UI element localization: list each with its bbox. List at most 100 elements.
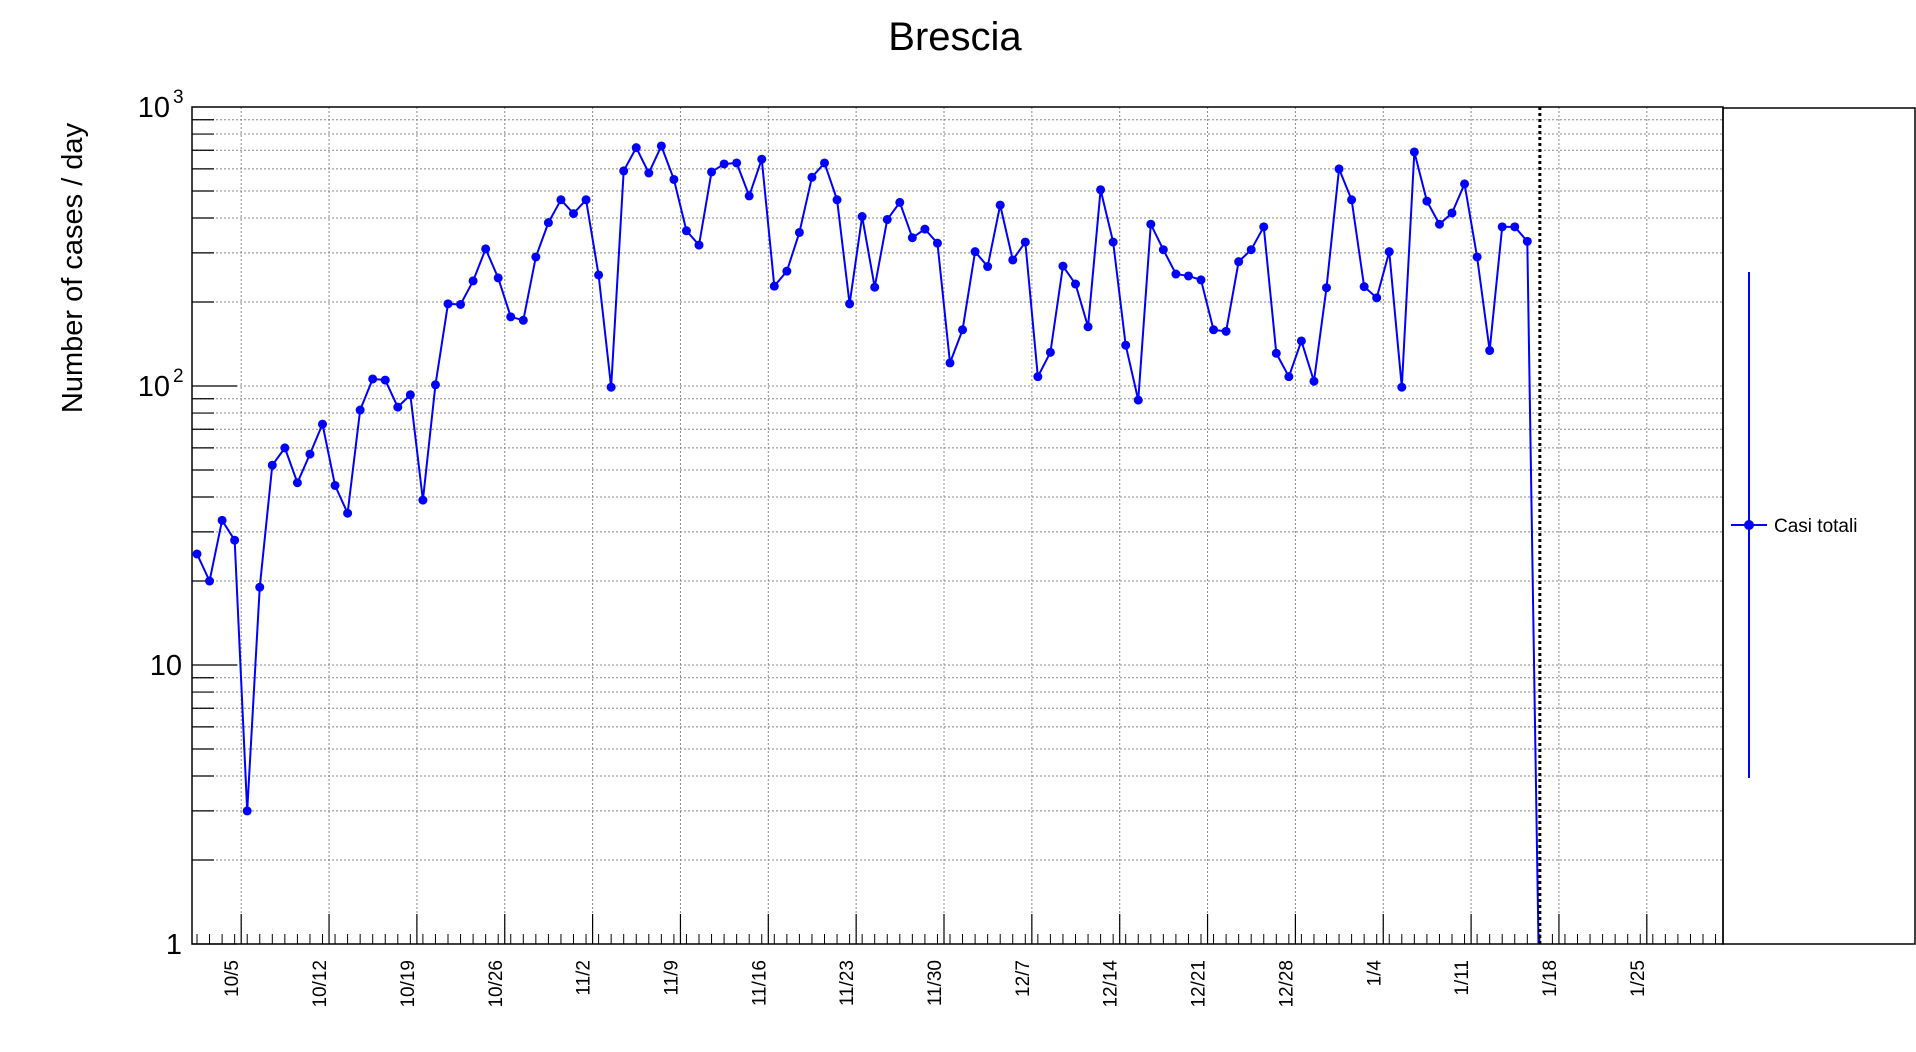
data-point bbox=[1045, 347, 1055, 357]
data-point bbox=[1121, 340, 1131, 350]
data-point bbox=[1472, 252, 1482, 262]
x-tick-label: 10/19 bbox=[398, 960, 419, 1008]
data-point bbox=[857, 212, 867, 222]
data-point bbox=[995, 200, 1005, 210]
series-line bbox=[196, 143, 1540, 944]
data-point bbox=[1183, 271, 1193, 281]
x-tick-label: 11/2 bbox=[574, 960, 595, 996]
data-point bbox=[594, 270, 604, 280]
data-point bbox=[1522, 236, 1532, 246]
legend-marker bbox=[1744, 520, 1754, 530]
y-tick-label-exponent: 3 bbox=[173, 87, 184, 108]
data-point bbox=[1309, 376, 1319, 386]
data-point bbox=[280, 443, 290, 453]
data-point bbox=[744, 191, 754, 201]
data-point bbox=[932, 238, 942, 248]
data-point bbox=[882, 215, 892, 225]
data-point bbox=[732, 158, 742, 168]
data-point bbox=[1033, 372, 1043, 382]
data-point bbox=[920, 224, 930, 234]
data-point bbox=[907, 233, 917, 243]
data-point bbox=[1485, 346, 1495, 356]
data-point bbox=[794, 227, 804, 237]
data-point bbox=[870, 282, 880, 292]
data-point bbox=[1397, 382, 1407, 392]
data-point bbox=[782, 266, 792, 276]
data-point bbox=[380, 375, 390, 385]
data-point bbox=[205, 576, 215, 586]
data-point bbox=[318, 419, 327, 429]
x-tick-label: 12/28 bbox=[1276, 960, 1297, 1008]
x-tick-label: 11/9 bbox=[661, 960, 682, 996]
data-point bbox=[1133, 395, 1143, 405]
data-point bbox=[217, 515, 227, 525]
data-point bbox=[493, 273, 503, 283]
data-point bbox=[1234, 257, 1244, 267]
data-point bbox=[393, 402, 403, 412]
data-point bbox=[1221, 326, 1231, 336]
y-tick-label: 10 bbox=[138, 92, 170, 124]
data-point bbox=[832, 195, 842, 205]
data-point bbox=[820, 158, 829, 168]
data-point bbox=[230, 535, 240, 545]
data-point bbox=[1347, 195, 1357, 205]
y-tick-label: 10 bbox=[138, 371, 170, 403]
data-point bbox=[1409, 147, 1419, 157]
data-point bbox=[305, 449, 315, 459]
x-tick-label: 11/30 bbox=[925, 960, 946, 1006]
data-point bbox=[468, 276, 478, 286]
x-tick-label: 10/5 bbox=[222, 960, 243, 997]
data-point bbox=[1008, 255, 1018, 265]
data-point bbox=[481, 244, 491, 254]
data-point bbox=[355, 405, 365, 415]
data-point bbox=[368, 374, 378, 384]
y-axis-label: Number of cases / day bbox=[57, 122, 89, 413]
data-point bbox=[707, 167, 717, 177]
data-point bbox=[1171, 269, 1181, 279]
data-point bbox=[1071, 279, 1080, 289]
legend-label-casi-totali: Casi totali bbox=[1774, 516, 1857, 537]
grid bbox=[192, 107, 1723, 944]
data-point bbox=[1158, 245, 1168, 255]
x-tick-label: 12/7 bbox=[1013, 960, 1034, 997]
data-point bbox=[1271, 348, 1281, 358]
data-point bbox=[330, 480, 340, 490]
data-point bbox=[1259, 222, 1269, 232]
x-tick-label: 10/26 bbox=[486, 960, 507, 1008]
data-point bbox=[681, 226, 691, 236]
data-point bbox=[694, 240, 704, 250]
data-point bbox=[845, 299, 855, 309]
x-tick-label: 1/25 bbox=[1628, 960, 1649, 997]
data-point bbox=[1296, 336, 1306, 346]
legend-box bbox=[1722, 107, 1916, 945]
x-tick-label: 12/14 bbox=[1101, 960, 1122, 1008]
data-point bbox=[1246, 245, 1256, 255]
data-point bbox=[631, 143, 641, 153]
data-point bbox=[267, 460, 277, 470]
data-point bbox=[506, 312, 516, 322]
x-tick-label: 1/4 bbox=[1364, 960, 1385, 987]
data-point bbox=[531, 252, 541, 262]
data-point bbox=[418, 495, 428, 505]
y-tick-label: 1 bbox=[166, 929, 182, 961]
data-point bbox=[569, 209, 578, 219]
data-point bbox=[958, 325, 968, 335]
data-point bbox=[1196, 275, 1206, 285]
y-tick-label: 10 bbox=[150, 650, 182, 682]
data-point bbox=[405, 390, 415, 400]
data-point bbox=[242, 806, 252, 816]
y-tick-label-exponent: 2 bbox=[173, 366, 184, 387]
data-point bbox=[1146, 219, 1156, 229]
data-point bbox=[983, 262, 993, 272]
data-point bbox=[644, 168, 654, 178]
x-tick-label: 1/11 bbox=[1452, 960, 1473, 996]
x-tick-label: 1/18 bbox=[1540, 960, 1561, 997]
x-tick-label: 11/23 bbox=[837, 960, 858, 1006]
data-point bbox=[1096, 185, 1106, 195]
data-point bbox=[1322, 283, 1331, 293]
data-point bbox=[581, 195, 591, 205]
data-point bbox=[619, 166, 629, 176]
chart-title: Brescia bbox=[888, 15, 1022, 59]
data-point bbox=[606, 382, 616, 392]
